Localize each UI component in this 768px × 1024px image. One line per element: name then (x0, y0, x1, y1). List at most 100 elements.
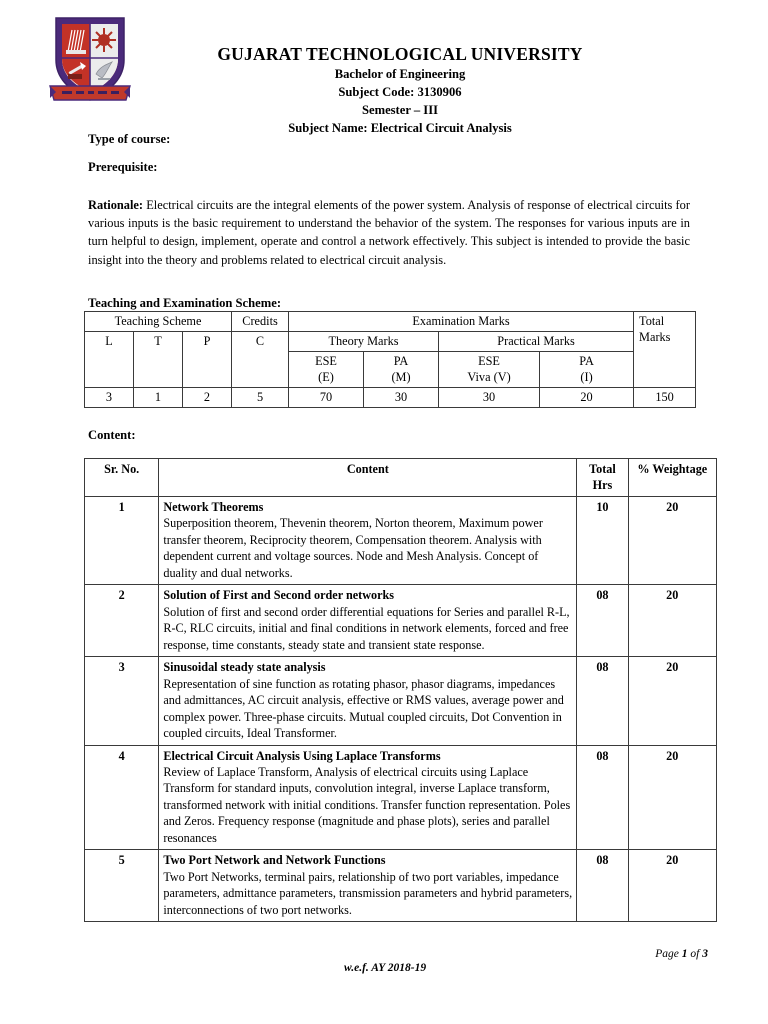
table-row: 4 Electrical Circuit Analysis Using Lapl… (83, 744, 718, 851)
theory-marks-header: Theory Marks (288, 331, 440, 352)
row-weightage: 20 (627, 849, 718, 923)
footer-page-number: Page 1 of 3 (655, 948, 708, 960)
theory-pa-header: PA (M) (363, 351, 440, 388)
col-header-P: P (181, 331, 233, 388)
theory-pa-line2: (M) (391, 370, 411, 385)
degree-name: Bachelor of Engineering (334, 66, 466, 81)
practical-marks-header: Practical Marks (438, 331, 635, 352)
footer-page-prefix: Page (655, 948, 682, 960)
prerequisite-label: Prerequisite: (88, 160, 158, 174)
row-topic-body: Solution of first and second order diffe… (163, 604, 570, 652)
subject-name: Subject Name: Electrical Circuit Analysi… (288, 120, 512, 135)
value-T: 1 (133, 386, 183, 408)
total-marks-line2: Marks (639, 330, 671, 345)
credits-group-header: Credits (231, 311, 290, 332)
row-total-hrs: 08 (576, 744, 629, 851)
syllabus-content-table: Sr. No. Content Total Hrs % Weightage 1 … (83, 458, 718, 923)
table-row: 2 Solution of First and Second order net… (83, 584, 718, 658)
table-row: 5 Two Port Network and Network Functions… (83, 849, 718, 923)
value-C: 5 (231, 386, 290, 408)
total-marks-group-header: Total Marks (633, 311, 697, 388)
footer-page-current: 1 (681, 948, 688, 960)
rationale-text: Electrical circuits are the integral ele… (88, 198, 690, 267)
document-header: GUJARAT TECHNOLOGICAL UNIVERSITY Bachelo… (140, 44, 660, 137)
row-content: Sinusoidal steady state analysis Represe… (158, 656, 578, 746)
row-content: Network Theorems Superposition theorem, … (158, 495, 578, 586)
row-topic-body: Two Port Networks, terminal pairs, relat… (163, 869, 573, 917)
scheme-values-row: 3 1 2 5 70 30 30 20 150 (84, 386, 697, 408)
row-topic-body: Review of Laplace Transform, Analysis of… (163, 764, 571, 845)
teaching-scheme-group-header: Teaching Scheme (83, 311, 233, 332)
content-label: Content: (88, 428, 136, 442)
theory-ese-line1: ESE (315, 354, 337, 368)
footer-wef: w.e.f. AY 2018-19 (344, 962, 427, 974)
rationale-label: Rationale: (88, 198, 144, 212)
row-topic-title: Network Theorems (163, 499, 264, 514)
col-header-L: L (84, 331, 134, 388)
scheme-subgroup-row: L T P C Theory Marks Practical Marks (84, 331, 696, 388)
practical-ese-line1: ESE (478, 354, 500, 368)
header-sr-no: Sr. No. (83, 458, 160, 497)
header-content: Content (158, 458, 578, 497)
row-sr-no: 3 (83, 656, 160, 746)
row-total-hrs: 08 (576, 849, 629, 923)
type-of-course-label: Type of course: (88, 132, 171, 146)
row-topic-body: Representation of sine function as rotat… (163, 676, 564, 741)
row-content: Two Port Network and Network Functions T… (158, 849, 578, 923)
footer-page-total: 3 (702, 948, 708, 960)
row-total-hrs: 10 (576, 495, 629, 586)
practical-ese-line2: Viva (V) (467, 370, 511, 385)
value-theory-ese: 70 (288, 386, 365, 408)
row-weightage: 20 (627, 744, 718, 851)
row-sr-no: 4 (83, 744, 160, 851)
value-P: 2 (181, 386, 233, 408)
col-header-C: C (231, 331, 290, 388)
header-weightage: % Weightage (627, 458, 718, 497)
table-row: 1 Network Theorems Superposition theorem… (83, 495, 718, 586)
university-name: GUJARAT TECHNOLOGICAL UNIVERSITY (217, 44, 583, 64)
row-topic-title: Solution of First and Second order netwo… (163, 588, 395, 603)
row-total-hrs: 08 (576, 656, 629, 746)
row-total-hrs: 08 (576, 584, 629, 658)
theory-pa-line1: PA (393, 354, 409, 368)
row-content: Solution of First and Second order netwo… (158, 584, 578, 658)
value-practical-pa: 20 (539, 386, 635, 408)
practical-ese-header: ESE Viva (V) (438, 351, 541, 388)
total-marks-line1: Total (639, 314, 665, 328)
value-practical-ese: 30 (438, 386, 541, 408)
rationale-paragraph: Rationale: Electrical circuits are the i… (88, 196, 690, 269)
scheme-group-row: Teaching Scheme Credits Examination Mark… (83, 311, 697, 388)
row-topic-body: Superposition theorem, Thevenin theorem,… (163, 516, 543, 580)
scheme-component-row: ESE (E) PA (M) ESE Viva (V) PA (I) (85, 351, 696, 388)
row-sr-no: 1 (83, 495, 160, 586)
row-weightage: 20 (627, 656, 718, 746)
footer-page-of: of (687, 948, 703, 960)
header-total-hrs: Total Hrs (576, 458, 629, 497)
row-sr-no: 5 (83, 849, 160, 923)
teaching-examination-scheme-table: Teaching Scheme Credits Examination Mark… (83, 311, 697, 408)
subject-code: Subject Code: 3130906 (338, 84, 462, 99)
header-total-hrs-line1: Total (589, 462, 616, 476)
theory-ese-line2: (E) (318, 370, 334, 385)
value-total-marks: 150 (633, 386, 697, 408)
practical-pa-line2: (I) (580, 370, 593, 385)
row-topic-title: Two Port Network and Network Functions (163, 853, 386, 868)
row-content: Electrical Circuit Analysis Using Laplac… (158, 744, 578, 851)
row-sr-no: 2 (83, 584, 160, 658)
table-row: 3 Sinusoidal steady state analysis Repre… (83, 656, 718, 746)
row-topic-title: Electrical Circuit Analysis Using Laplac… (163, 748, 441, 763)
content-table-header-row: Sr. No. Content Total Hrs % Weightage (83, 458, 718, 497)
col-header-T: T (133, 331, 183, 388)
row-weightage: 20 (627, 495, 718, 586)
semester: Semester – III (361, 102, 439, 117)
row-topic-title: Sinusoidal steady state analysis (163, 660, 326, 675)
examination-marks-group-header: Examination Marks (288, 311, 635, 332)
practical-pa-header: PA (I) (539, 351, 635, 388)
theory-ese-header: ESE (E) (288, 351, 365, 388)
university-crest-logo (46, 12, 134, 108)
row-weightage: 20 (627, 584, 718, 658)
header-total-hrs-line2: Hrs (592, 478, 613, 493)
practical-pa-line1: PA (579, 354, 594, 368)
teaching-scheme-label: Teaching and Examination Scheme: (88, 296, 282, 310)
